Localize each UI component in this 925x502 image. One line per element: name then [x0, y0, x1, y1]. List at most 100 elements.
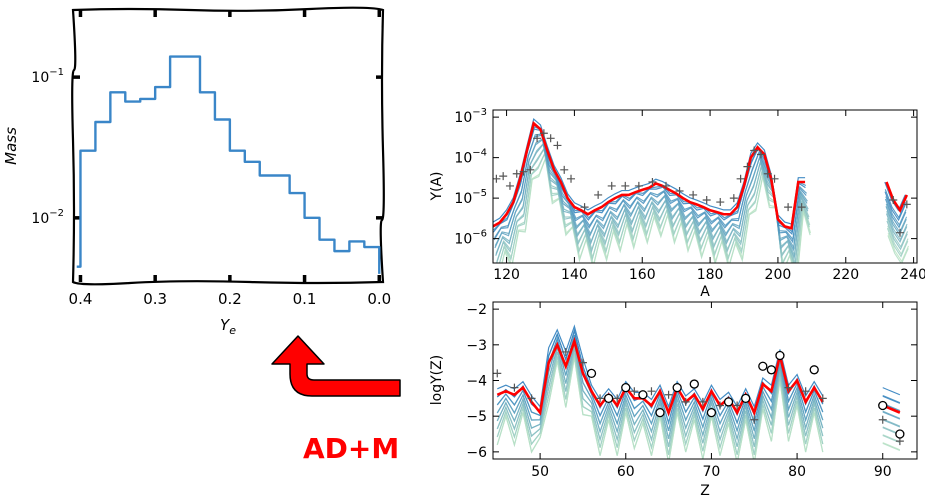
solar-plus-marker	[630, 387, 639, 396]
solar-circle-marker	[638, 390, 648, 400]
solar-plus-marker	[580, 203, 589, 212]
solar-plus-marker	[634, 181, 643, 190]
model-band-line	[887, 225, 909, 256]
abundance-vs-A-model-band	[493, 117, 910, 263]
solar-circle-marker	[672, 382, 682, 393]
model-band-line	[887, 232, 910, 263]
solar-plus-marker	[567, 174, 576, 183]
model-final-line	[493, 121, 806, 230]
YA-ylabel: Y(A)	[429, 171, 445, 201]
model-band-line	[886, 218, 909, 248]
ad-m-arrow: AD+M	[271, 335, 401, 465]
solar-plus-marker	[560, 165, 569, 174]
ye-histogram-frame	[71, 6, 385, 286]
model-band-line	[886, 227, 909, 258]
solar-plus-marker	[661, 181, 670, 190]
ye-histogram-panel: 0.4 0.3 0.2 0.1 0.0 10−2 10−1 Ye Mass	[2, 6, 391, 337]
ytick-label: 10−1	[31, 67, 64, 86]
solar-plus-marker	[596, 394, 605, 403]
ytick-label: −4	[466, 374, 487, 390]
solar-plus-marker	[510, 383, 519, 392]
abundance-vs-Z-series	[493, 336, 905, 446]
xtick-label: 80	[788, 464, 806, 480]
model-band-line	[882, 410, 901, 419]
solar-plus-marker	[889, 195, 898, 204]
solar-circle-marker	[689, 379, 699, 389]
solar-plus-marker	[553, 141, 562, 150]
ytick-label: 10−5	[454, 188, 487, 207]
solar-plus-marker	[493, 369, 502, 378]
xtick-label: 160	[629, 267, 656, 283]
solar-plus-marker	[546, 134, 555, 143]
ytick-label: −6	[466, 445, 487, 461]
solar-circle-marker	[603, 393, 614, 403]
solar-plus-marker	[750, 415, 759, 424]
solar-circle-marker	[809, 365, 819, 375]
model-band-line	[493, 134, 807, 244]
solar-plus-marker	[896, 228, 905, 237]
solar-circle-marker	[741, 393, 751, 403]
solar-circle-marker	[775, 350, 785, 361]
model-band-line	[882, 442, 901, 452]
solar-plus-marker	[621, 181, 630, 190]
model-band-line	[887, 235, 909, 263]
xtick-label: 120	[493, 267, 520, 283]
model-final-line	[885, 181, 909, 214]
ytick-label: −3	[466, 338, 487, 354]
ytick-label: 10−6	[454, 229, 487, 248]
A-xlabel: A	[700, 284, 710, 300]
solar-plus-marker	[561, 347, 570, 356]
logYZ-ylabel: logY(Z)	[429, 355, 445, 405]
xtick-label: 60	[617, 464, 635, 480]
ye-histogram-lines	[76, 55, 381, 274]
solar-plus-marker	[689, 190, 698, 199]
solar-plus-marker	[533, 134, 542, 143]
abundance-vs-A-panel: 120 140 160 180 200 220 240 10−6 10−5 10−4 10−3 A Y…	[429, 107, 925, 300]
solar-circle-marker	[706, 407, 717, 418]
xtick-label: 50	[531, 464, 549, 480]
abundance-vs-Z-ticks: 50 60 70 80 90 −6 −5 −4 −3 −2	[466, 302, 917, 480]
solar-plus-marker	[770, 174, 779, 183]
solar-plus-marker	[702, 195, 711, 204]
solar-plus-marker	[729, 194, 738, 203]
solar-plus-marker	[527, 394, 536, 403]
model-band-line	[495, 143, 809, 260]
model-band-line	[884, 191, 906, 222]
abundance-vs-A-ticks: 120 140 160 180 200 220 240 10−6 10−5 10−4 10−3	[454, 107, 925, 283]
xtick-label: 240	[900, 267, 925, 283]
ad-m-label: AD+M	[303, 432, 399, 465]
solar-plus-marker	[512, 169, 521, 178]
solar-circle-marker	[878, 400, 888, 411]
ye-histogram-step-line	[76, 55, 381, 274]
xtick-label: 0.3	[143, 290, 167, 308]
model-band-line	[885, 196, 907, 227]
ytick-label: −2	[466, 302, 487, 318]
abundance-vs-A-labels: A Y(A)	[429, 171, 710, 300]
xtick-label: 90	[874, 464, 892, 480]
solar-circle-marker	[766, 365, 777, 375]
model-band-line	[882, 387, 901, 396]
xtick-label: 200	[765, 267, 792, 283]
ye-histogram-labels: Ye Mass	[2, 127, 236, 337]
abundance-vs-A-frame	[492, 109, 918, 264]
solar-plus-marker	[648, 178, 657, 187]
ye-xlabel: Ye	[220, 316, 236, 337]
solar-circle-marker	[586, 368, 597, 379]
solar-circle-marker	[621, 382, 631, 393]
solar-plus-marker	[594, 190, 603, 199]
solar-plus-marker	[578, 358, 587, 367]
model-band-line	[884, 181, 906, 212]
xtick-label: 220	[832, 267, 859, 283]
solar-plus-marker	[675, 186, 684, 195]
xtick-label: 0.2	[218, 290, 242, 308]
ytick-label: 10−3	[454, 107, 487, 126]
model-band-line	[497, 324, 824, 409]
abundance-vs-A-series	[493, 121, 911, 237]
model-band-line	[494, 138, 808, 252]
model-final-line	[496, 336, 824, 417]
solar-plus-marker	[784, 383, 793, 392]
model-band-line	[882, 419, 901, 428]
